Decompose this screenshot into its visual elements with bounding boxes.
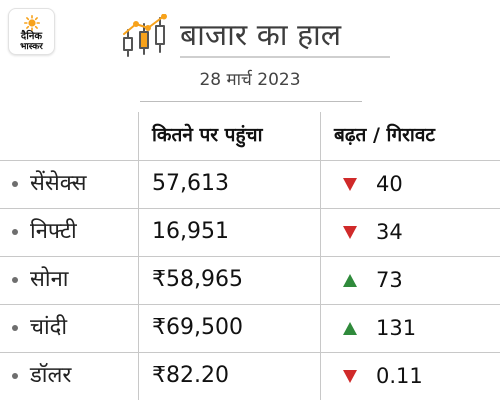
down-arrow-icon [343, 178, 357, 191]
table-row: डॉलर ₹82.20 0.11 [0, 353, 500, 400]
report-date: 28 मार्च 2023 [199, 70, 301, 90]
bullet-icon [12, 325, 18, 331]
date-divider [140, 101, 362, 102]
row-name: सोना [30, 267, 69, 292]
title-underline [180, 56, 390, 58]
dainik-bhaskar-logo: दैनिक भास्कर [8, 8, 55, 55]
market-table: कितने पर पहुंचा बढ़त / गिरावट सेंसेक्स 5… [0, 112, 500, 400]
table-row: सेंसेक्स 57,613 40 [0, 161, 500, 209]
logo-text-line2: भास्कर [20, 42, 43, 52]
row-name: डॉलर [30, 363, 72, 388]
row-value: ₹69,500 [152, 315, 243, 340]
row-value: 57,613 [152, 171, 229, 196]
bullet-icon [12, 373, 18, 379]
row-change: 131 [376, 316, 417, 340]
column-header-value: कितने पर पहुंचा [152, 124, 263, 146]
row-change: 34 [376, 220, 403, 244]
row-value: ₹82.20 [152, 363, 229, 388]
table-row: सोना ₹58,965 73 [0, 257, 500, 305]
down-arrow-icon [343, 226, 357, 239]
bullet-icon [12, 277, 18, 283]
up-arrow-icon [343, 274, 357, 287]
row-name: निफ्टी [30, 219, 77, 244]
column-header-change: बढ़त / गिरावट [334, 124, 435, 146]
bullet-icon [12, 229, 18, 235]
row-value: ₹58,965 [152, 267, 243, 292]
page-header: बाजार का हाल [120, 8, 400, 64]
row-name: सेंसेक्स [30, 171, 87, 196]
row-value: 16,951 [152, 219, 229, 244]
sun-logo-icon [23, 15, 40, 31]
table-row: चांदी ₹69,500 131 [0, 305, 500, 353]
page-title: बाजार का हाल [180, 18, 342, 53]
up-arrow-icon [343, 322, 357, 335]
candlestick-chart-icon [123, 14, 167, 57]
table-row: निफ्टी 16,951 34 [0, 209, 500, 257]
logo-text-line1: दैनिक [20, 31, 43, 42]
bullet-icon [12, 181, 18, 187]
row-name: चांदी [30, 315, 68, 340]
row-change: 40 [376, 172, 403, 196]
down-arrow-icon [343, 370, 357, 383]
row-change: 73 [376, 268, 403, 292]
row-change: 0.11 [376, 364, 423, 388]
table-header: कितने पर पहुंचा बढ़त / गिरावट [0, 112, 500, 161]
